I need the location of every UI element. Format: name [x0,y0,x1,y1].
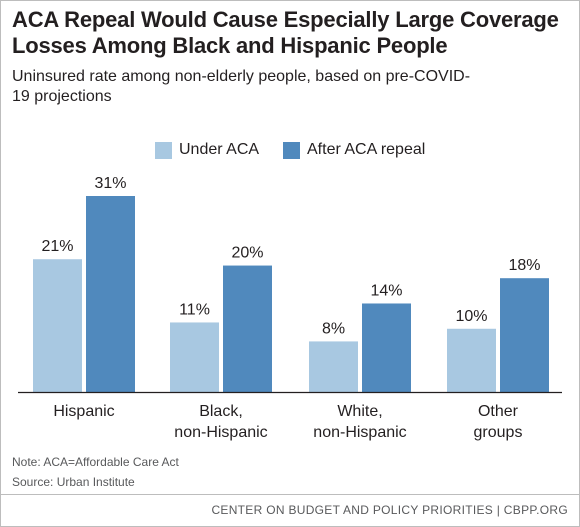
legend-swatch-after-repeal [283,142,300,159]
bar-under-aca-2 [309,341,358,392]
source-text: Source: Urban Institute [12,475,135,489]
bar-after-repeal-0 [86,196,135,392]
legend-label-under-aca: Under ACA [179,141,260,158]
chart-subtitle: Uninsured rate among non-elderly people,… [12,68,471,105]
legend-swatch-under-aca [155,142,172,159]
legend-label-after-repeal: After ACA repeal [307,141,426,158]
footer-credit: CENTER ON BUDGET AND POLICY PRIORITIES |… [211,503,568,517]
data-label-after-repeal-1: 20% [231,245,263,262]
data-label-after-repeal-3: 18% [508,257,540,274]
data-label-under-aca-2: 8% [322,320,345,337]
data-label-under-aca-0: 21% [41,238,73,255]
category-label-1-line-0: Black, [199,403,243,420]
bar-after-repeal-3 [500,278,549,392]
chart-title: ACA Repeal Would Cause Especially Large … [12,7,559,58]
note-text: Note: ACA=Affordable Care Act [12,455,179,469]
bar-under-aca-3 [447,328,496,392]
category-label-3-line-1: groups [474,424,523,441]
bar-chart: 21% 31% Hispanic 11% 20% Black, non-Hispanic 8%… [18,175,562,441]
bar-under-aca-1 [170,322,219,392]
bar-after-repeal-2 [362,303,411,392]
category-label-2-line-0: White, [337,403,382,420]
category-label-2-line-1: non-Hispanic [313,424,406,441]
category-label-1-line-1: non-Hispanic [174,424,267,441]
bar-after-repeal-1 [223,265,272,392]
bar-under-aca-0 [33,259,82,392]
data-label-under-aca-1: 11% [179,301,210,318]
category-label-3-line-0: Other [478,403,519,420]
data-label-under-aca-3: 10% [455,308,487,325]
category-label-0-line-0: Hispanic [53,403,114,420]
data-label-after-repeal-0: 31% [94,175,126,192]
footer-divider [0,494,580,495]
data-label-after-repeal-2: 14% [370,282,402,299]
